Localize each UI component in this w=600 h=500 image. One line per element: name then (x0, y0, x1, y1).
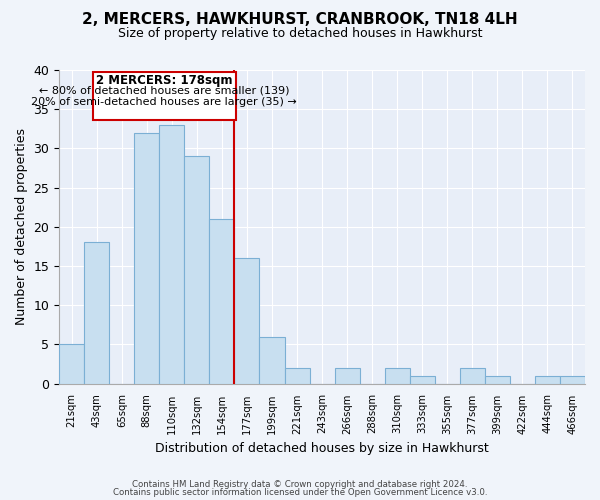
Bar (184, 156, 209, 384)
Bar (385, 368, 410, 384)
Bar (535, 376, 560, 384)
Text: 2, MERCERS, HAWKHURST, CRANBROOK, TN18 4LH: 2, MERCERS, HAWKHURST, CRANBROOK, TN18 4… (82, 12, 518, 28)
FancyBboxPatch shape (93, 72, 236, 120)
Bar (335, 368, 359, 384)
Bar (410, 376, 435, 384)
Text: Contains HM Land Registry data © Crown copyright and database right 2024.: Contains HM Land Registry data © Crown c… (132, 480, 468, 489)
Bar (259, 336, 284, 384)
Bar (560, 376, 585, 384)
Bar (284, 368, 310, 384)
X-axis label: Distribution of detached houses by size in Hawkhurst: Distribution of detached houses by size … (155, 442, 489, 455)
Bar (84, 242, 109, 384)
Bar (485, 376, 510, 384)
Text: 20% of semi-detached houses are larger (35) →: 20% of semi-detached houses are larger (… (31, 96, 297, 106)
Bar (235, 258, 259, 384)
Text: Contains public sector information licensed under the Open Government Licence v3: Contains public sector information licen… (113, 488, 487, 497)
Bar (134, 132, 160, 384)
Text: 2 MERCERS: 178sqm: 2 MERCERS: 178sqm (96, 74, 233, 87)
Bar (59, 344, 84, 384)
Y-axis label: Number of detached properties: Number of detached properties (15, 128, 28, 326)
Bar (460, 368, 485, 384)
Text: ← 80% of detached houses are smaller (139): ← 80% of detached houses are smaller (13… (39, 86, 290, 96)
Bar (209, 219, 235, 384)
Text: Size of property relative to detached houses in Hawkhurst: Size of property relative to detached ho… (118, 28, 482, 40)
Bar (160, 125, 184, 384)
